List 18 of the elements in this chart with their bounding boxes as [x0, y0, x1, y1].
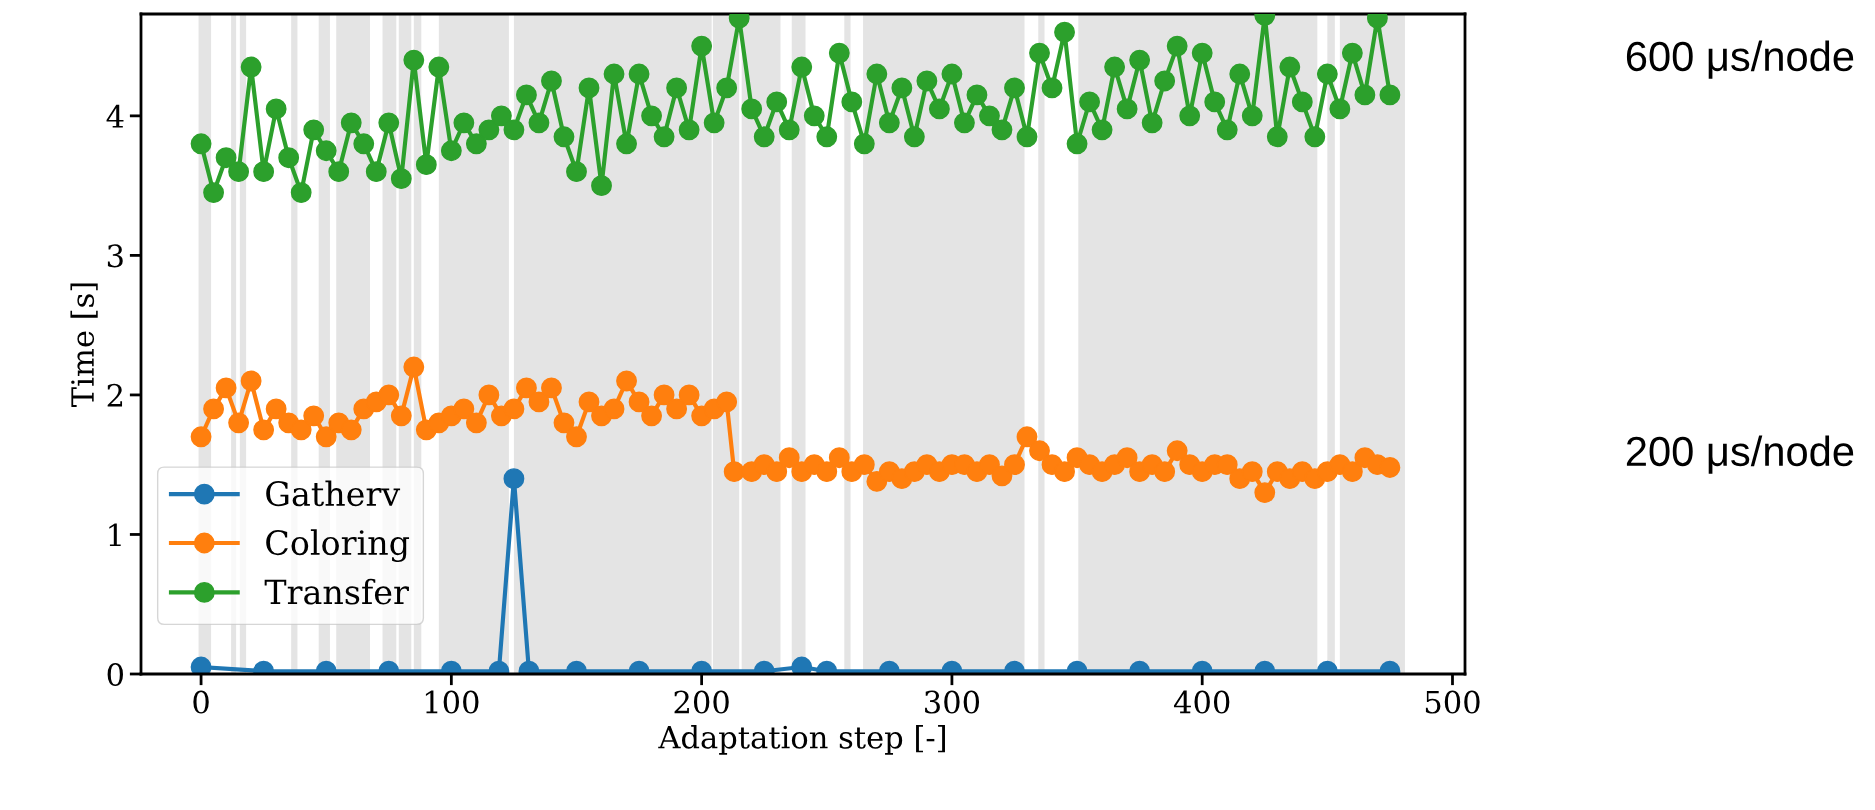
text: 600 μs/node	[1626, 40, 1854, 79]
y-tick-label: 3	[107, 244, 123, 268]
text: 200 μs/node	[1626, 435, 1854, 474]
x-tick-label: 500	[1425, 690, 1480, 714]
legend-label: Coloring	[266, 529, 410, 563]
legend-label: Gatherv	[266, 480, 401, 507]
legend-label: Transfer	[264, 578, 409, 605]
y-tick-label: 1	[109, 523, 121, 547]
y-tick-label: 0	[107, 662, 123, 687]
y-axis-title: Time [s]	[70, 283, 98, 407]
x-tick-label: 300	[925, 690, 980, 714]
x-tick-label: 200	[674, 690, 729, 714]
x-tick-label: 100	[425, 690, 479, 714]
y-tick-label: 4	[106, 104, 124, 128]
x-tick-label: 400	[1173, 690, 1230, 714]
x-tick-label: 0	[193, 690, 209, 714]
y-tick-label: 2	[107, 383, 123, 407]
x-axis-title: Adaptation step [-]	[658, 725, 945, 755]
